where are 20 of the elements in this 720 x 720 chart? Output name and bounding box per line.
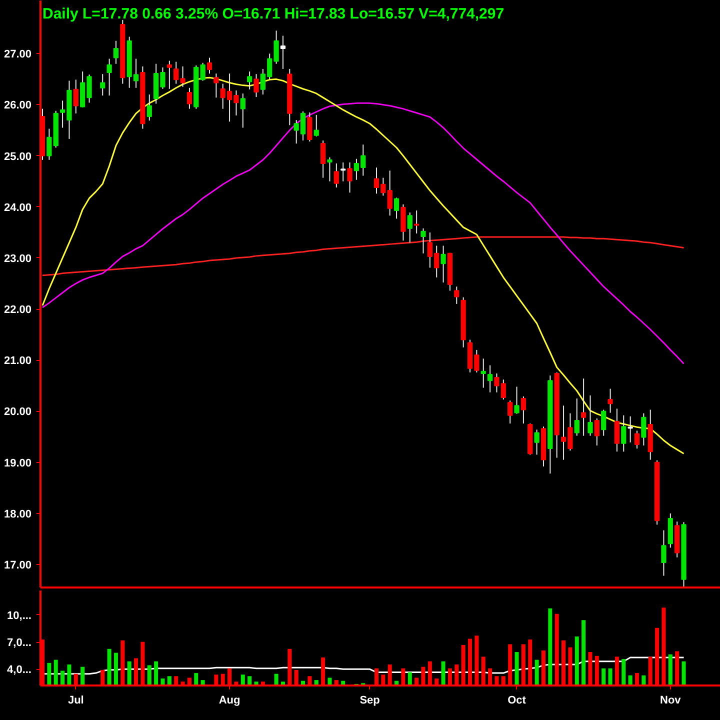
y-tick-label: 25.00 — [4, 150, 32, 163]
x-tick-label: Sep — [360, 694, 380, 706]
chart-title: Daily L=17.78 0.66 3.25% O=16.71 Hi=17.83 Lo=16.57 V=4,774,297 — [42, 6, 504, 22]
text: 10,... — [7, 610, 32, 622]
y-tick-label: 24.00 — [4, 202, 32, 214]
x-tick-label: Jul — [68, 694, 84, 706]
y-tick-label: 17.00 — [4, 560, 32, 572]
x-tick-label: Aug — [218, 694, 240, 706]
y-tick-label: 27.00 — [4, 48, 32, 61]
y-tick-label: 23.00 — [4, 252, 32, 265]
y-tick-label: 22.00 — [4, 304, 32, 316]
x-tick-label: Oct — [508, 694, 526, 706]
y-tick-label: 19.00 — [4, 457, 32, 470]
y-tick-label: 20.00 — [4, 406, 32, 418]
y-tick-label: 18.00 — [4, 508, 32, 520]
y-tick-label: 26.00 — [4, 100, 32, 112]
x-tick-label: Nov — [660, 694, 682, 706]
y-tick-label: 21.00 — [4, 355, 32, 368]
text: 7,0... — [7, 637, 32, 650]
text: 4,0... — [7, 664, 32, 676]
